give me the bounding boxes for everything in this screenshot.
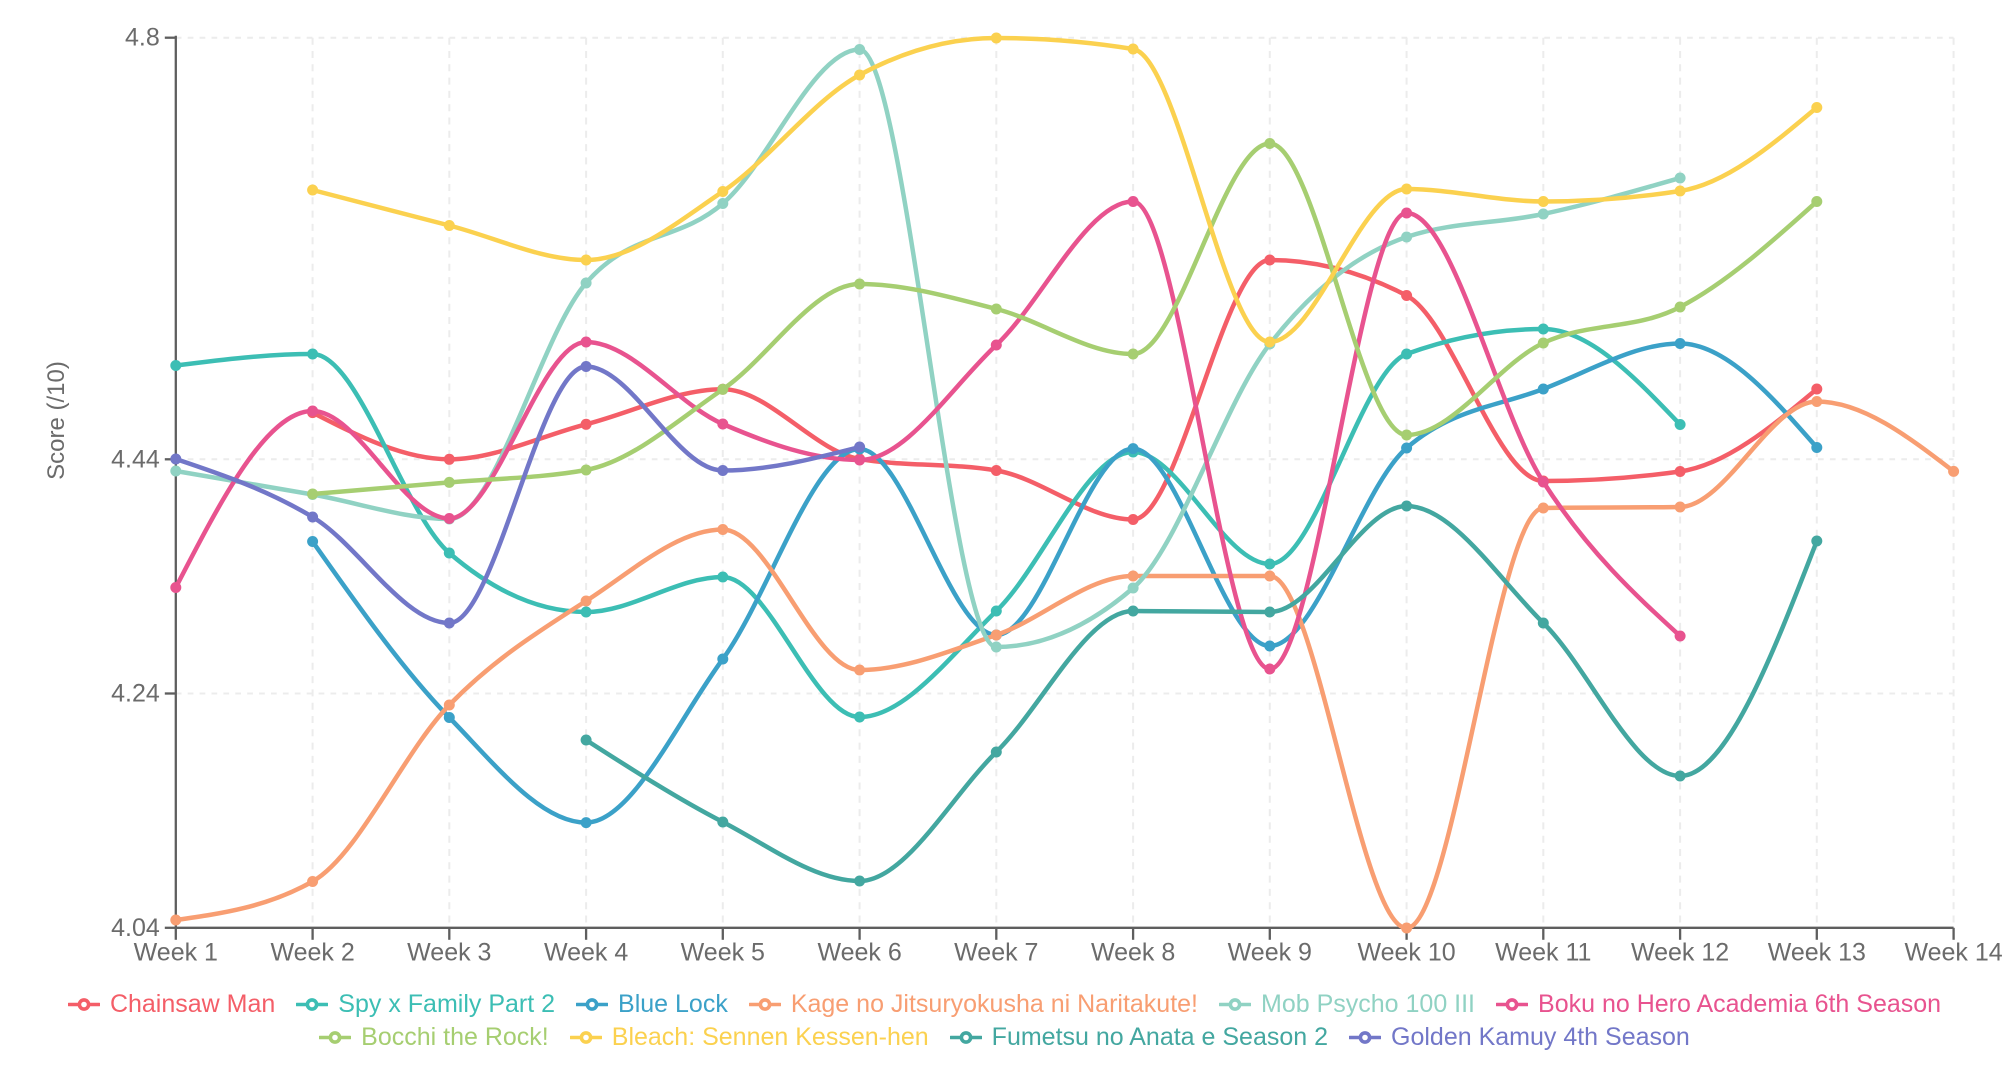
- svg-text:4.8: 4.8: [125, 24, 160, 52]
- svg-text:Week 14: Week 14: [1904, 938, 2002, 966]
- svg-text:4.04: 4.04: [111, 914, 160, 942]
- svg-text:Week 9: Week 9: [1228, 938, 1312, 966]
- svg-text:Score (/10): Score (/10): [43, 361, 70, 480]
- svg-text:Week 12: Week 12: [1631, 938, 1729, 966]
- svg-text:Week 11: Week 11: [1495, 938, 1591, 966]
- svg-text:Week 1: Week 1: [134, 938, 218, 966]
- svg-text:Week 2: Week 2: [270, 938, 354, 966]
- svg-text:Week 3: Week 3: [407, 938, 491, 966]
- svg-text:4.24: 4.24: [111, 680, 160, 708]
- svg-text:Week 7: Week 7: [954, 938, 1038, 966]
- svg-text:Week 5: Week 5: [681, 938, 765, 966]
- svg-text:Week 13: Week 13: [1768, 938, 1866, 966]
- svg-text:Week 10: Week 10: [1357, 938, 1455, 966]
- svg-text:4.44: 4.44: [111, 445, 160, 473]
- svg-text:Week 4: Week 4: [544, 938, 628, 966]
- svg-text:Week 8: Week 8: [1091, 938, 1175, 966]
- svg-text:Week 6: Week 6: [817, 938, 901, 966]
